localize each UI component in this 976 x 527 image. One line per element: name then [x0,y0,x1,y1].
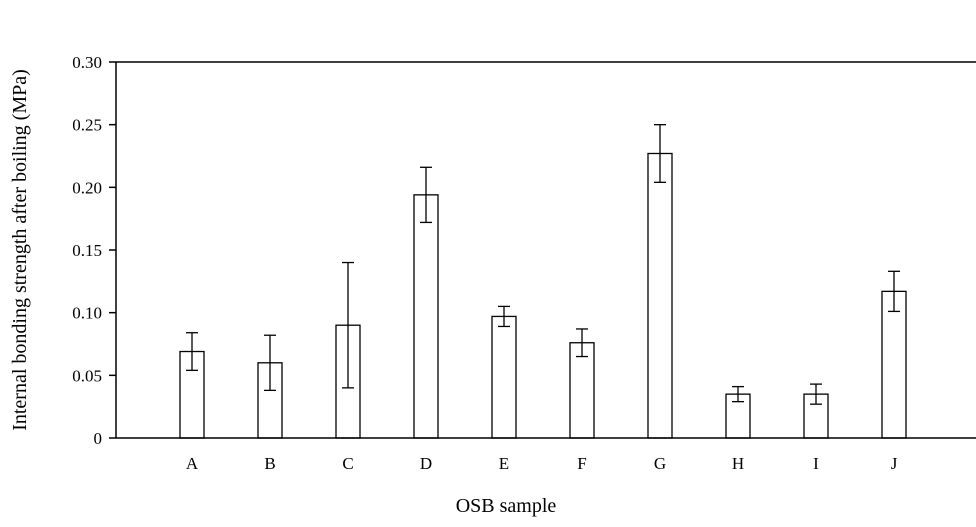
bar-J [882,291,906,438]
y-tick-label: 0.25 [72,116,102,135]
x-axis-title: OSB sample [456,495,557,517]
x-tick-label: E [499,454,509,473]
x-tick-label: A [186,454,199,473]
y-axis-title: Internal bonding strength after boiling … [9,69,31,431]
y-tick-label: 0.30 [72,53,102,72]
y-tick-label: 0.20 [72,178,102,197]
x-ticks: A B C D E F G H I J [186,454,898,473]
bar-E [492,316,516,438]
x-tick-label: J [891,454,898,473]
x-tick-label: C [342,454,353,473]
bar-D [414,195,438,438]
x-tick-label: F [577,454,586,473]
axes-layer [116,62,976,438]
x-tick-label: D [420,454,432,473]
y-tick-label: 0 [94,429,103,448]
x-tick-label: B [264,454,275,473]
bars-layer [180,125,906,438]
x-tick-label: I [813,454,819,473]
y-tick-label: 0.05 [72,366,102,385]
bar-G [648,153,672,438]
y-tick-label: 0.10 [72,304,102,323]
y-ticks: 0 0.05 0.10 0.15 0.20 0.25 0.30 [72,53,116,448]
x-tick-label: H [732,454,744,473]
x-tick-label: G [654,454,666,473]
y-tick-label: 0.15 [72,241,102,260]
